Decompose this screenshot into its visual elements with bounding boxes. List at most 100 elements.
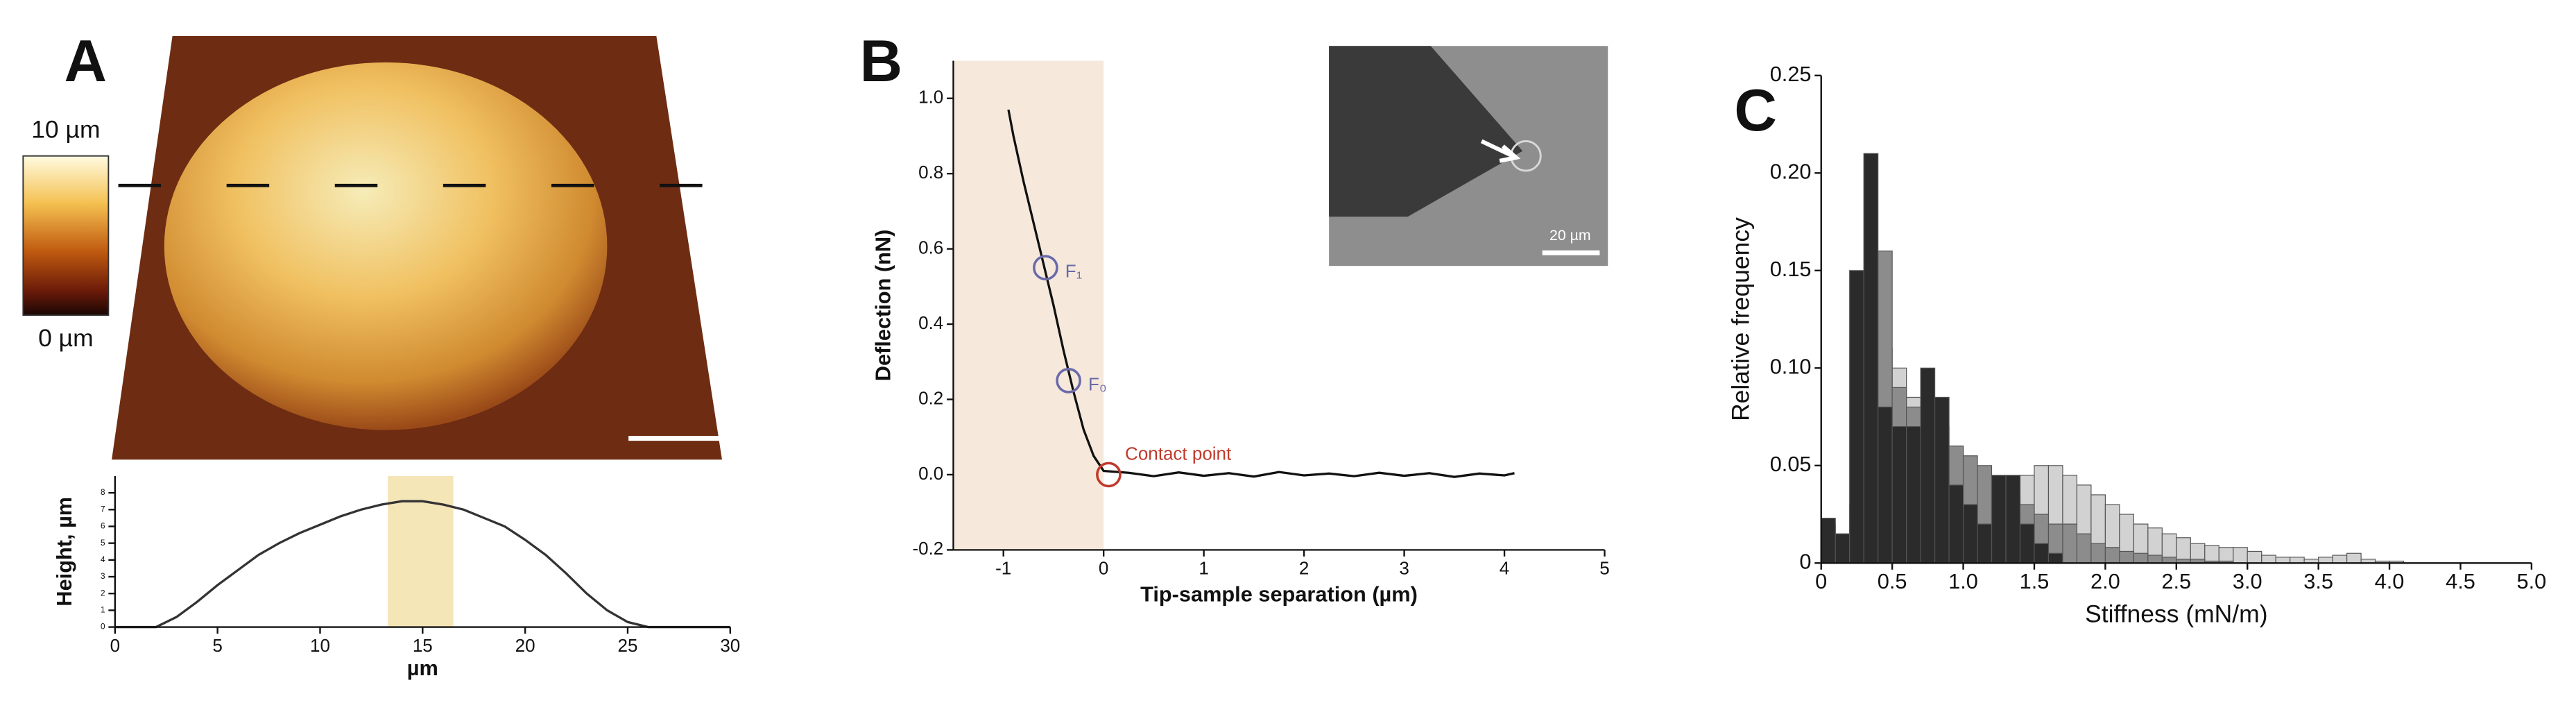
y-tick-label: 3 [101,571,105,581]
histogram-bar [2104,547,2120,564]
histogram-bar [2047,552,2063,564]
histogram-bar [1849,270,1864,564]
histogram-bar [1920,367,1936,564]
colorbar-label: 0 µm [38,324,94,352]
y-tick-label: 6 [101,521,105,531]
y-tick-label: 0.8 [918,162,943,183]
x-tick-label: 5.0 [2517,569,2547,593]
histogram-bar [1934,396,1950,564]
histogram-bar [2261,555,2276,564]
y-tick-label: 7 [101,504,105,514]
histogram-bar [2062,523,2078,564]
histogram-bar [2346,552,2362,564]
histogram-bar [1821,518,1836,564]
marker-label: F₁ [1065,261,1083,282]
histogram-bar [2119,550,2134,564]
histogram-bar [1962,504,1978,564]
histogram-bar [2133,552,2149,564]
panel-label: B [860,28,903,94]
y-tick-label: 0.4 [918,312,943,333]
marker-label: F₀ [1088,373,1107,394]
histogram-bar [1906,426,1921,564]
x-tick-label: 0 [1815,569,1827,593]
y-tick-label: 0.05 [1770,452,1812,476]
marker [1096,462,1122,488]
histogram-bar [1977,523,1993,564]
x-tick-label: 25 [618,635,638,656]
x-tick-label: 2.5 [2161,569,2191,593]
y-axis-label: Relative frequency [1727,217,1755,421]
x-tick-label: 0 [1099,558,1108,579]
histogram-bar [2161,557,2177,564]
histogram-bar [1891,426,1907,564]
cell-height-map [164,62,608,430]
shaded-region [388,475,454,627]
marker-label: Contact point [1125,443,1232,464]
histogram-bar [2005,475,2021,564]
histogram-bar [2275,557,2291,564]
x-tick-label: 1.0 [1948,569,1978,593]
histogram-bar [2204,545,2219,564]
y-axis-label: Deflection (nN) [870,230,895,382]
panel-label: C [1734,78,1777,144]
histogram-bar [2233,547,2248,564]
histogram-bar [1991,475,2007,564]
x-tick-label: 2 [1299,558,1309,579]
y-tick-label: 0 [101,622,105,632]
y-axis-label: Height, µm [52,497,76,607]
x-axis-label: Tip-sample separation (µm) [1140,582,1418,607]
histogram-bar [2332,555,2348,564]
x-tick-label: 15 [413,635,433,656]
shaded-region [953,60,1104,550]
x-tick-label: 0.5 [1878,569,1907,593]
y-tick-label: 8 [101,487,105,497]
x-tick-label: 3.5 [2303,569,2333,593]
marker [1033,255,1058,281]
x-tick-label: 4 [1500,558,1509,579]
y-tick-label: 0.25 [1770,62,1812,86]
x-tick-label: 3 [1399,558,1409,579]
y-tick-label: -0.2 [912,538,943,559]
y-tick-label: 1.0 [918,87,943,108]
x-tick-label: -1 [995,558,1011,579]
line-series [1007,109,1515,478]
y-tick-label: 0.6 [918,237,943,257]
y-tick-label: 0.10 [1770,354,1812,378]
histogram-bar [2290,557,2305,564]
x-tick-label: 10 [310,635,330,656]
colorbar-label: 10 µm [31,116,100,144]
y-tick-label: 0.15 [1770,257,1812,281]
x-tick-label: 1.5 [2020,569,2050,593]
histogram-bar [2034,543,2050,564]
histogram-bar [1878,406,1893,564]
histogram-bar [2019,523,2035,564]
x-axis-label: Stiffness (mN/m) [2085,600,2267,627]
x-tick-label: 5 [1599,558,1609,579]
inset-scale-label: 20 µm [1549,227,1591,244]
x-tick-label: 5 [212,635,222,656]
x-tick-label: 20 [515,635,535,656]
x-tick-label: 4.5 [2446,569,2475,593]
histogram-bar [1948,484,1964,564]
x-axis-label: µm [407,656,438,680]
y-tick-label: 0.2 [918,387,943,408]
y-tick-label: 4 [101,555,105,564]
x-tick-label: 4.0 [2375,569,2405,593]
inset-micrograph: 20 µm [1329,46,1608,267]
cantilever [1329,46,1523,217]
line-series [114,500,730,629]
y-tick-label: 1 [101,604,105,614]
x-tick-label: 2.0 [2090,569,2120,593]
histogram-bar [2090,543,2106,564]
histogram-bar [1835,533,1851,564]
histogram-bar [2318,557,2333,564]
x-tick-label: 0 [110,635,120,656]
x-tick-label: 1 [1199,558,1208,579]
x-tick-label: 3.0 [2233,569,2262,593]
panel-label: A [64,28,107,94]
arrow [1480,139,1521,163]
histogram-bar [2147,555,2163,564]
histogram-bar [1863,153,1879,564]
